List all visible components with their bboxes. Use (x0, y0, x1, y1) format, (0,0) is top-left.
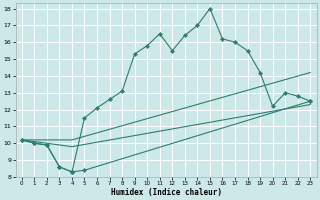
X-axis label: Humidex (Indice chaleur): Humidex (Indice chaleur) (110, 188, 221, 197)
